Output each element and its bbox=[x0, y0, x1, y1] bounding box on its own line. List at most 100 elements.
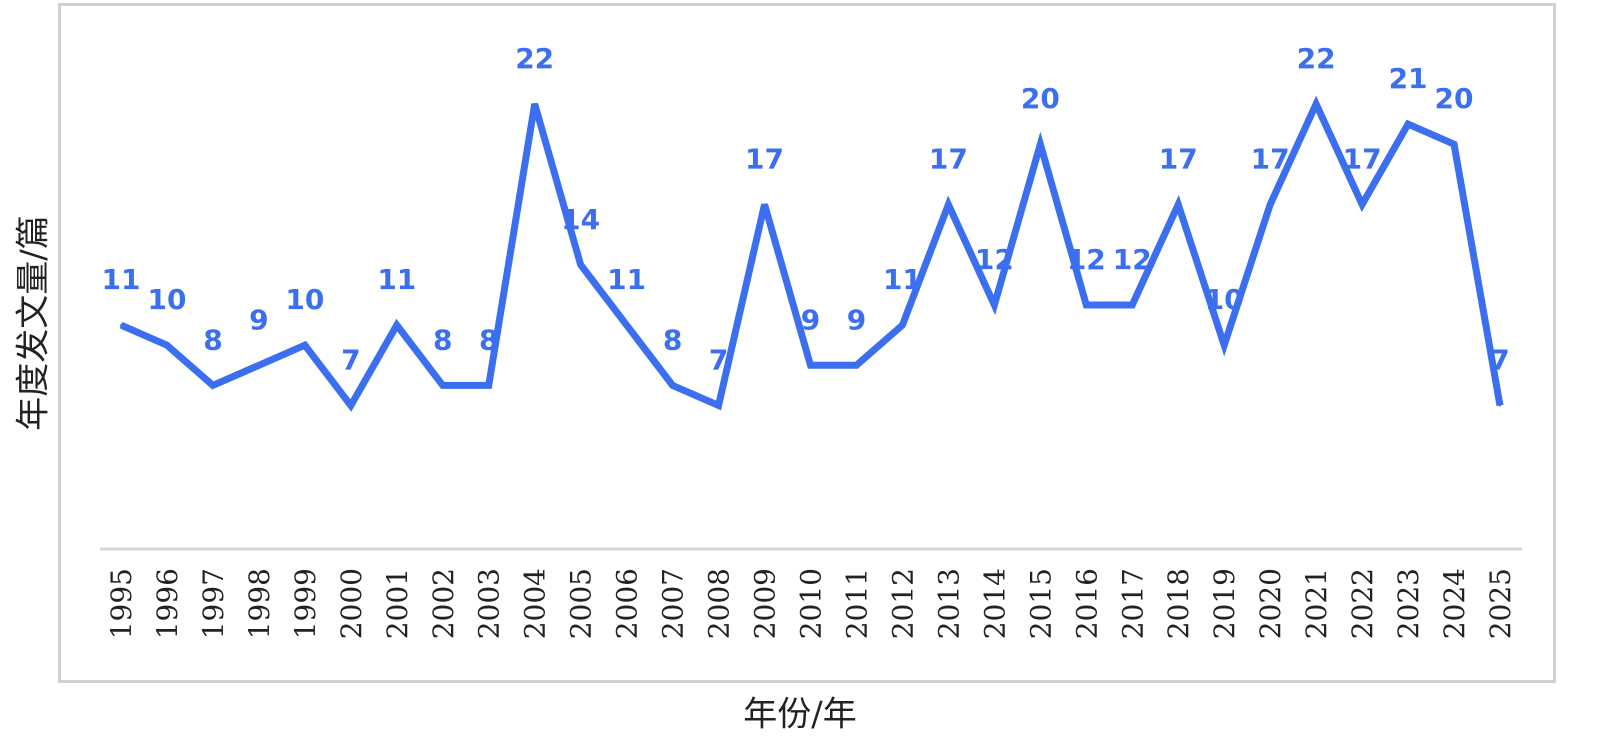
x-tick-label-2018: 2018 bbox=[1162, 568, 1195, 639]
data-point-2003 bbox=[487, 384, 490, 387]
data-label-2021: 22 bbox=[1297, 42, 1336, 75]
x-tick-label-2003: 2003 bbox=[473, 568, 506, 639]
data-point-2001 bbox=[395, 324, 398, 327]
data-label-2018: 17 bbox=[1159, 143, 1198, 176]
x-tick-label-2020: 2020 bbox=[1254, 568, 1287, 639]
data-point-2014 bbox=[993, 304, 996, 306]
data-point-2011 bbox=[855, 364, 858, 367]
data-label-2006: 11 bbox=[607, 263, 646, 296]
x-tick-label-2025: 2025 bbox=[1484, 568, 1517, 639]
data-point-2020 bbox=[1269, 203, 1272, 206]
data-label-2017: 12 bbox=[1113, 243, 1152, 276]
y-axis-label: 年度发文量/篇 bbox=[13, 215, 54, 431]
x-tick-label-2002: 2002 bbox=[427, 568, 460, 639]
x-tick-label-2023: 2023 bbox=[1392, 568, 1425, 639]
data-label-2013: 17 bbox=[929, 143, 968, 176]
data-point-2009 bbox=[763, 203, 766, 206]
x-tick-label-2000: 2000 bbox=[335, 568, 368, 639]
data-label-2020: 17 bbox=[1251, 143, 1290, 176]
data-point-2013 bbox=[947, 203, 950, 206]
data-label-2000: 7 bbox=[341, 344, 360, 377]
data-point-2015 bbox=[1039, 143, 1042, 146]
x-tick-labels: 1995 1996 1997 1998 1999 2000 2001 2002 2003 2004… bbox=[105, 568, 1517, 639]
data-point-2008 bbox=[717, 404, 720, 407]
data-label-2002: 8 bbox=[433, 323, 452, 356]
data-point-2025 bbox=[1499, 404, 1501, 407]
data-label-2003: 8 bbox=[479, 323, 498, 356]
data-point-2010 bbox=[809, 364, 812, 367]
data-point-2004 bbox=[533, 103, 536, 105]
data-label-2008: 7 bbox=[709, 344, 728, 377]
x-tick-label-2010: 2010 bbox=[795, 568, 828, 639]
data-point-2024 bbox=[1453, 143, 1456, 146]
series-line bbox=[119, 95, 1504, 412]
x-tick-label-2019: 2019 bbox=[1208, 568, 1241, 639]
data-point-2000 bbox=[349, 404, 352, 407]
data-label-2015: 20 bbox=[1021, 82, 1060, 115]
data-label-2022: 17 bbox=[1343, 143, 1382, 176]
data-point-2017 bbox=[1131, 304, 1134, 306]
x-tick-label-2004: 2004 bbox=[519, 568, 552, 639]
data-point-1996 bbox=[165, 344, 168, 347]
data-point-1999 bbox=[303, 344, 306, 347]
x-tick-label-1998: 1998 bbox=[243, 568, 276, 639]
data-label-1995: 11 bbox=[102, 263, 141, 296]
x-tick-label-1999: 1999 bbox=[289, 568, 322, 639]
data-point-2016 bbox=[1085, 304, 1088, 306]
data-point-2005 bbox=[579, 263, 582, 266]
data-point-1998 bbox=[257, 364, 260, 367]
data-label-2009: 17 bbox=[745, 143, 784, 176]
x-tick-label-2014: 2014 bbox=[978, 568, 1011, 639]
x-tick-label-1996: 1996 bbox=[151, 568, 184, 639]
x-tick-label-2011: 2011 bbox=[840, 568, 873, 639]
data-point-2023 bbox=[1407, 123, 1410, 126]
data-point-2021 bbox=[1315, 103, 1318, 105]
x-tick-label-1997: 1997 bbox=[197, 568, 230, 639]
x-tick-label-1995: 1995 bbox=[105, 568, 138, 639]
data-label-2004: 22 bbox=[515, 42, 554, 75]
x-tick-label-2008: 2008 bbox=[703, 568, 736, 639]
data-point-1995 bbox=[120, 324, 122, 327]
data-point-2002 bbox=[441, 384, 444, 387]
x-tick-label-2016: 2016 bbox=[1070, 568, 1103, 639]
x-tick-label-2017: 2017 bbox=[1116, 568, 1149, 639]
data-label-2007: 8 bbox=[663, 323, 682, 356]
data-label-1996: 10 bbox=[147, 283, 186, 316]
data-point-2022 bbox=[1361, 203, 1364, 206]
data-label-2012: 11 bbox=[883, 263, 922, 296]
data-label-1997: 8 bbox=[203, 323, 222, 356]
x-tick-label-2001: 2001 bbox=[381, 568, 414, 639]
x-tick-label-2006: 2006 bbox=[611, 568, 644, 639]
x-axis-label: 年份/年 bbox=[743, 694, 857, 735]
data-label-2016: 12 bbox=[1067, 243, 1106, 276]
x-tick-label-2007: 2007 bbox=[657, 568, 690, 639]
data-point-2018 bbox=[1177, 203, 1180, 206]
x-tick-label-2013: 2013 bbox=[932, 568, 965, 639]
x-tick-label-2021: 2021 bbox=[1300, 568, 1333, 639]
data-label-2024: 20 bbox=[1435, 82, 1474, 115]
series-group bbox=[119, 95, 1504, 412]
data-label-1999: 10 bbox=[285, 283, 324, 316]
x-tick-label-2005: 2005 bbox=[565, 568, 598, 639]
data-label-1998: 9 bbox=[249, 303, 268, 336]
data-point-2012 bbox=[901, 324, 904, 327]
data-label-2005: 14 bbox=[561, 203, 600, 236]
x-tick-label-2015: 2015 bbox=[1024, 568, 1057, 639]
data-label-2019: 10 bbox=[1205, 283, 1244, 316]
data-point-1997 bbox=[211, 384, 214, 387]
data-label-2001: 11 bbox=[377, 263, 416, 296]
chart-frame bbox=[58, 3, 1556, 683]
x-tick-label-2009: 2009 bbox=[749, 568, 782, 639]
data-label-2014: 12 bbox=[975, 243, 1014, 276]
data-label-2023: 21 bbox=[1389, 62, 1428, 95]
drop-lines bbox=[120, 104, 1501, 549]
data-point-2019 bbox=[1223, 344, 1226, 347]
x-tick-label-2022: 2022 bbox=[1346, 568, 1379, 639]
data-point-2006 bbox=[625, 324, 628, 327]
data-label-2010: 9 bbox=[801, 303, 820, 336]
data-point-2007 bbox=[671, 384, 674, 387]
data-label-2025: 7 bbox=[1490, 344, 1509, 377]
x-tick-label-2024: 2024 bbox=[1438, 568, 1471, 639]
